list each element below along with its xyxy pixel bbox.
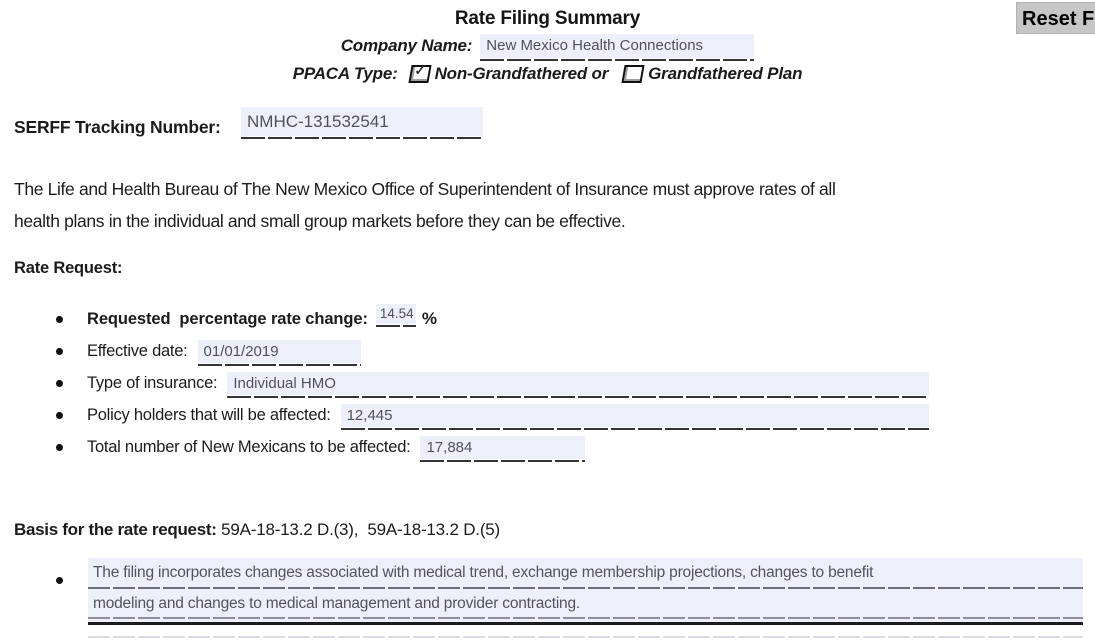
serff-tracking-field[interactable]: NMHC-131532541 [241, 107, 483, 139]
field-underline [197, 363, 361, 366]
insurance-type-field[interactable]: Individual HMO [227, 371, 929, 398]
basis-value: 59A-18-13.2 D.(3), 59A-18-13.2 D.(5) [216, 520, 501, 539]
bullet-icon [56, 443, 63, 451]
effective-date-label: Effective date: [87, 341, 188, 360]
basis-line: Basis for the rate request: 59A-18-13.2 … [14, 520, 500, 540]
bullet-icon [56, 577, 63, 584]
field-underline [88, 617, 1083, 619]
company-name-label: Company Name: [340, 36, 473, 55]
rate-change-row: Requested percentage rate change: 14.54 … [0, 304, 1095, 332]
insurance-type-label: Type of insurance: [87, 373, 218, 392]
company-name-value: New Mexico Health Connections [486, 37, 704, 54]
grandfathered-label: Grandfathered Plan [648, 64, 803, 83]
intro-paragraph: The Life and Health Bureau of The New Me… [14, 173, 1044, 237]
total-affected-row: Total number of New Mexicans to be affec… [0, 434, 1095, 462]
ppaca-type-row: PPACA Type: ✓ Non-Grandfathered or Grand… [0, 62, 1095, 86]
total-affected-field[interactable]: 17,884 [420, 435, 586, 462]
basis-label: Basis for the rate request: [14, 520, 217, 539]
bullet-icon [56, 315, 63, 323]
effective-date-field[interactable]: 01/01/2019 [197, 339, 361, 366]
basis-narrative-field[interactable]: The filing incorporates changes associat… [88, 558, 1083, 625]
intro-line-2: health plans in the individual and small… [14, 211, 626, 231]
rate-change-field[interactable]: 14.54 [375, 304, 416, 327]
field-underline [375, 325, 416, 327]
insurance-type-value: Individual HMO [233, 374, 336, 392]
field-underline [88, 587, 1083, 589]
non-grandfathered-checkbox[interactable]: ✓ [407, 63, 432, 83]
company-name-field[interactable]: New Mexico Health Connections [480, 34, 755, 61]
insurance-type-row: Type of insurance: Individual HMO [0, 370, 1095, 398]
narrative-line-1: The filing incorporates changes associat… [93, 564, 874, 581]
policy-holders-label: Policy holders that will be affected: [87, 405, 331, 424]
total-affected-value: 17,884 [426, 438, 473, 456]
field-underline [480, 59, 755, 61]
rate-change-value: 14.54 [379, 306, 414, 321]
narrative-line-2: modeling and changes to medical manageme… [93, 595, 581, 612]
reset-form-button[interactable]: Reset Form [1016, 2, 1095, 34]
percent-sign: % [421, 309, 437, 328]
field-underline [88, 636, 1083, 638]
effective-date-row: Effective date: 01/01/2019 [0, 338, 1095, 366]
effective-date-value: 01/01/2019 [203, 342, 279, 360]
total-affected-label: Total number of New Mexicans to be affec… [87, 437, 411, 456]
company-name-row: Company Name: New Mexico Health Connecti… [0, 33, 1095, 61]
serff-tracking-value: NMHC-131532541 [247, 112, 389, 131]
ppaca-type-label: PPACA Type: [292, 64, 398, 83]
field-underline [420, 459, 586, 462]
intro-line-1: The Life and Health Bureau of The New Me… [14, 179, 836, 199]
bullet-icon [56, 411, 63, 419]
bullet-icon [56, 347, 63, 355]
field-underline [340, 427, 929, 430]
non-grandfathered-label: Non-Grandfathered or [434, 64, 609, 83]
serff-tracking-label: SERFF Tracking Number: [14, 117, 221, 137]
rate-request-heading: Rate Request: [14, 259, 123, 277]
rate-change-label: Requested percentage rate change: [87, 309, 368, 328]
field-underline [241, 137, 483, 139]
page-title: Rate Filing Summary [454, 8, 641, 29]
field-underline [227, 395, 929, 398]
checkmark-icon: ✓ [414, 63, 425, 78]
bullet-icon [56, 379, 63, 387]
policy-holders-value: 12,445 [346, 406, 393, 424]
policy-holders-row: Policy holders that will be affected: 12… [0, 402, 1095, 430]
policy-holders-field[interactable]: 12,445 [340, 403, 929, 430]
grandfathered-checkbox[interactable] [621, 65, 645, 83]
